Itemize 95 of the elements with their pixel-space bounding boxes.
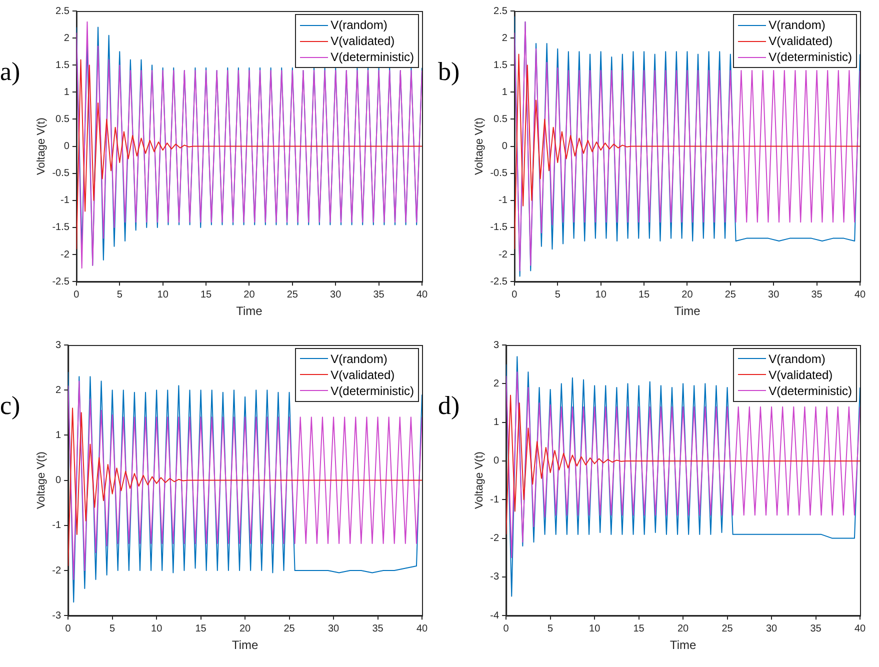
- y-tick-label: -3: [490, 571, 500, 582]
- y-tick-label: 2.5: [494, 6, 508, 17]
- x-tick-label: 20: [677, 622, 690, 634]
- x-tick-label: 30: [766, 622, 778, 634]
- x-tick-label: 15: [200, 289, 212, 300]
- x-tick-label: 10: [595, 289, 607, 300]
- x-tick-label: 20: [239, 622, 252, 634]
- x-tick-label: 35: [373, 289, 385, 300]
- y-tick-label: -2: [498, 249, 508, 260]
- y-tick-label: 0.5: [56, 114, 70, 125]
- y-axis-title: Voltage V(t): [36, 118, 48, 176]
- y-tick-label: 1: [502, 86, 508, 98]
- x-tick-label: 10: [151, 622, 163, 634]
- text: a): [0, 57, 22, 87]
- x-tick-label: 15: [195, 622, 207, 634]
- y-tick-label: 1: [64, 86, 70, 98]
- legend-label: V(deterministic): [330, 49, 414, 65]
- x-tick-label: 25: [284, 622, 296, 634]
- x-axis-title: Time: [670, 638, 696, 652]
- y-tick-label: -1: [490, 494, 500, 505]
- legend-label: V(validated): [768, 33, 833, 49]
- y-tick-label: 2: [502, 32, 508, 44]
- legend-label: V(deterministic): [330, 382, 414, 398]
- y-tick-label: -0.5: [52, 168, 70, 180]
- x-tick-label: 30: [768, 289, 780, 300]
- y-tick-label: -2.5: [52, 276, 70, 288]
- y-tick-label: 1: [56, 429, 62, 440]
- x-axis-title: Time: [674, 304, 701, 318]
- y-tick-label: 0.5: [494, 114, 508, 125]
- legend-label: V(validated): [330, 366, 395, 382]
- x-tick-label: 40: [854, 622, 866, 634]
- legend-label: V(random): [330, 350, 388, 366]
- y-axis-title: Voltage V(t): [474, 451, 486, 509]
- y-tick-label: 2: [56, 384, 62, 396]
- y-tick-label: -1: [60, 195, 70, 206]
- text: c): [0, 390, 22, 420]
- y-tick-label: -1.5: [490, 222, 508, 234]
- legend-label: V(validated): [330, 33, 395, 49]
- y-tick-label: -2.5: [490, 276, 508, 288]
- y-tick-label: 0: [494, 455, 500, 466]
- x-tick-label: 30: [330, 289, 342, 300]
- x-tick-label: 40: [416, 622, 428, 634]
- x-tick-label: 40: [416, 289, 428, 300]
- x-tick-label: 10: [589, 622, 601, 634]
- x-tick-label: 0: [74, 289, 80, 300]
- x-tick-label: 15: [638, 289, 650, 300]
- x-axis-title: Time: [236, 304, 263, 318]
- y-tick-label: -2: [60, 249, 70, 260]
- y-tick-label: 1.5: [56, 60, 70, 71]
- text: b): [438, 57, 461, 87]
- y-tick-label: 3: [494, 339, 500, 350]
- x-tick-label: 5: [116, 289, 123, 300]
- y-tick-label: 1.5: [494, 60, 508, 71]
- x-tick-label: 5: [110, 622, 116, 634]
- x-tick-label: 5: [554, 289, 561, 300]
- x-tick-label: 20: [682, 289, 694, 300]
- legend-label: V(random): [768, 17, 826, 33]
- y-tick-label: 0: [56, 474, 62, 486]
- x-tick-label: 25: [724, 289, 736, 300]
- y-tick-label: 0: [502, 141, 508, 152]
- x-tick-label: 40: [854, 289, 866, 300]
- x-axis-title: Time: [232, 638, 258, 652]
- y-tick-label: 3: [56, 339, 62, 350]
- legend-label: V(random): [768, 350, 826, 366]
- y-tick-label: 0: [64, 141, 70, 152]
- legend-label: V(deterministic): [768, 49, 852, 65]
- x-tick-label: 20: [244, 289, 256, 300]
- legend-label: V(validated): [768, 366, 833, 382]
- text: d): [438, 390, 461, 420]
- x-tick-label: 25: [722, 622, 734, 634]
- y-tick-label: -2: [52, 564, 62, 576]
- legend-label: V(random): [330, 17, 388, 33]
- y-tick-label: 2: [494, 378, 500, 389]
- x-tick-label: 25: [286, 289, 298, 300]
- x-tick-label: 35: [372, 622, 384, 634]
- y-tick-label: -3: [52, 610, 62, 621]
- x-tick-label: 30: [328, 622, 340, 634]
- x-tick-label: 5: [548, 622, 554, 634]
- legend-label: V(deterministic): [768, 382, 852, 398]
- y-tick-label: -1.5: [52, 222, 70, 234]
- y-tick-label: -1: [52, 520, 62, 531]
- y-axis-title: Voltage V(t): [474, 118, 486, 176]
- y-tick-label: -2: [490, 532, 500, 544]
- y-tick-label: 2: [64, 32, 70, 44]
- x-tick-label: 35: [810, 622, 822, 634]
- y-tick-label: -4: [490, 610, 500, 621]
- x-tick-label: 15: [633, 622, 645, 634]
- y-tick-label: 1: [494, 416, 500, 428]
- y-axis-title: Voltage V(t): [36, 451, 48, 509]
- x-tick-label: 35: [811, 289, 823, 300]
- x-tick-label: 10: [157, 289, 169, 300]
- y-tick-label: -0.5: [490, 168, 508, 180]
- y-tick-label: -1: [498, 195, 508, 206]
- y-tick-label: 2.5: [56, 6, 70, 17]
- x-tick-label: 0: [512, 289, 518, 300]
